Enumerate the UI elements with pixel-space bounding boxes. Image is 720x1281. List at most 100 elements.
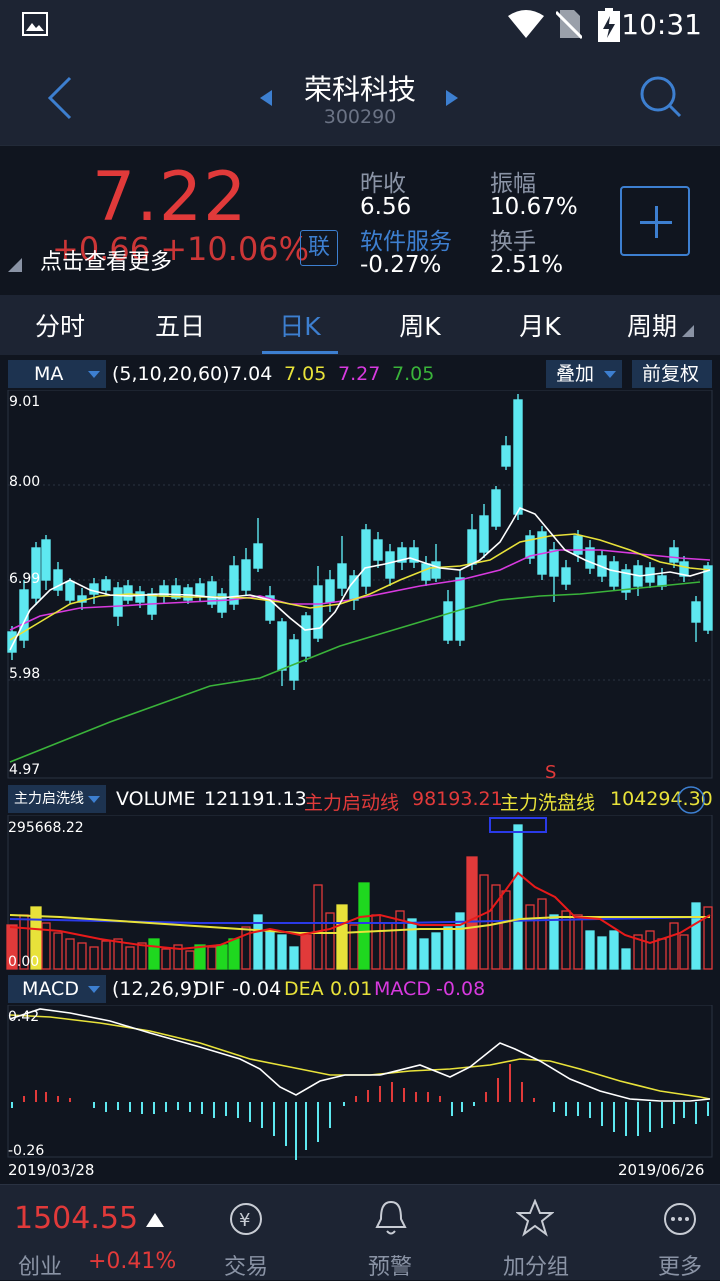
volume-bar — [207, 946, 217, 970]
tab-weekly-k[interactable]: 周K — [399, 312, 441, 341]
volume-bar — [657, 938, 667, 970]
volume-bar — [358, 882, 370, 970]
volume-bar — [65, 938, 75, 970]
overlay-dropdown[interactable]: 叠加 — [546, 360, 622, 388]
volume-bar — [325, 912, 335, 970]
volume-bar — [228, 938, 240, 970]
sell-signal: S — [545, 762, 556, 780]
next-stock-icon[interactable] — [444, 88, 460, 108]
prev-stock-icon[interactable] — [258, 88, 274, 108]
tab-five-day[interactable]: 五日 — [154, 312, 205, 341]
nav-add-group[interactable]: 加分组 — [502, 1255, 569, 1280]
volume-bar — [561, 910, 571, 970]
volume-indicator-label: 主力启洗线 — [14, 791, 84, 807]
candle — [513, 399, 523, 515]
candle — [229, 565, 239, 605]
volume-bar — [265, 930, 275, 970]
adjust-button[interactable]: 前复权 — [632, 360, 712, 388]
wash-line-value: 104294.30 — [610, 788, 713, 810]
macd-indicator-dropdown[interactable]: MACD — [8, 975, 106, 1003]
candle — [7, 631, 17, 653]
macd-indicator-label: MACD — [22, 978, 79, 1000]
prev-close-value: 6.56 — [360, 194, 412, 220]
candle — [123, 585, 133, 601]
index-value[interactable]: 1504.55 — [14, 1201, 139, 1236]
ma-indicator-dropdown[interactable]: MA — [8, 360, 106, 388]
macd-chart[interactable]: 0.42 -0.26 2019/03/28 2019/06/26 — [0, 1005, 720, 1183]
nav-more[interactable]: 更多 — [657, 1255, 702, 1280]
trade-icon[interactable]: ¥ — [228, 1201, 264, 1237]
candle — [549, 549, 559, 577]
view-more-link[interactable]: 点击查看更多 — [40, 250, 173, 275]
tab-intraday[interactable]: 分时 — [34, 312, 85, 341]
back-icon[interactable] — [44, 76, 74, 120]
battery-charging-icon — [598, 8, 620, 42]
macd-label: MACD — [374, 978, 431, 1000]
status-bar: 10:31 — [0, 0, 720, 50]
candle — [409, 547, 419, 563]
candle — [703, 565, 713, 631]
sector-change: -0.27% — [360, 252, 442, 278]
volume-bar — [431, 932, 441, 970]
candle — [467, 529, 477, 565]
volume-chart[interactable]: 295668.22 0.00 — [0, 815, 720, 971]
tab-daily-k[interactable]: 日K — [279, 312, 321, 341]
volume-top-tick: 295668.22 — [8, 820, 84, 836]
tab-period[interactable]: 周期 — [626, 312, 677, 341]
candle — [349, 575, 359, 601]
lian-button[interactable]: 联 — [300, 230, 338, 266]
volume-bar — [679, 934, 689, 970]
search-icon[interactable] — [638, 74, 682, 120]
index-name: 创业 — [18, 1255, 63, 1280]
candle — [241, 559, 251, 591]
quote-panel[interactable]: 7.22 +0.66 +10.06% 点击查看更多 联 昨收 6.56 软件服务… — [0, 145, 720, 293]
more-icon[interactable] — [662, 1201, 698, 1237]
volume-bar — [161, 948, 171, 970]
volume-bar — [53, 932, 63, 970]
volume-bar — [691, 902, 701, 970]
nav-trade[interactable]: 交易 — [223, 1255, 268, 1280]
candle — [65, 581, 75, 601]
wash-line-label: 主力洗盘线 — [500, 792, 596, 814]
turnover-value: 2.51% — [490, 252, 564, 278]
star-icon[interactable] — [516, 1199, 554, 1237]
date-start: 2019/03/28 — [8, 1161, 94, 1179]
kline-chart[interactable]: 9.01 8.00 6.99 5.98 4.97 S — [0, 390, 720, 780]
volume-legend: 主力启洗线 VOLUME 121191.13 主力启动线 98193.21 主力… — [0, 783, 720, 815]
candle — [301, 615, 311, 657]
tab-monthly-k[interactable]: 月K — [519, 312, 561, 341]
candle — [265, 595, 275, 621]
volume-bar — [419, 938, 429, 970]
period-tabs: 分时 五日 日K 周K 月K 周期 — [0, 295, 720, 355]
volume-indicator-dropdown[interactable]: 主力启洗线 — [8, 785, 106, 813]
bottom-nav: 1504.55 创业 +0.41% ¥ 交易 预警 加分组 更多 — [0, 1184, 720, 1280]
index-change: +0.41% — [88, 1249, 177, 1274]
ma5-line — [9, 506, 711, 651]
start-line-value: 98193.21 — [412, 788, 503, 810]
settings-circle-icon[interactable] — [676, 785, 706, 815]
nav-alert[interactable]: 预警 — [367, 1255, 412, 1280]
candle — [361, 529, 371, 587]
candle — [501, 445, 511, 467]
add-watchlist-button[interactable] — [620, 186, 690, 256]
volume-bar — [501, 890, 511, 970]
start-line-label: 主力启动线 — [304, 792, 400, 814]
candle — [491, 489, 501, 527]
chevron-down-icon — [88, 371, 100, 378]
volume-bar — [645, 930, 655, 970]
bell-icon[interactable] — [374, 1199, 408, 1237]
volume-bar — [313, 884, 323, 970]
volume-bar — [525, 904, 535, 970]
candle — [397, 547, 407, 563]
active-tab-indicator — [262, 351, 338, 354]
volume-bar — [609, 930, 619, 970]
status-time: 10:31 — [621, 8, 702, 41]
volume-bar — [289, 946, 299, 970]
sector-link[interactable]: 软件服务 — [360, 229, 452, 255]
price-change: +0.66 +10.06% — [52, 230, 310, 268]
candle — [313, 585, 323, 639]
volume-bar — [395, 910, 405, 970]
volume-bar — [216, 944, 228, 970]
chevron-down-icon — [88, 796, 100, 803]
svg-text:¥: ¥ — [239, 1210, 250, 1231]
